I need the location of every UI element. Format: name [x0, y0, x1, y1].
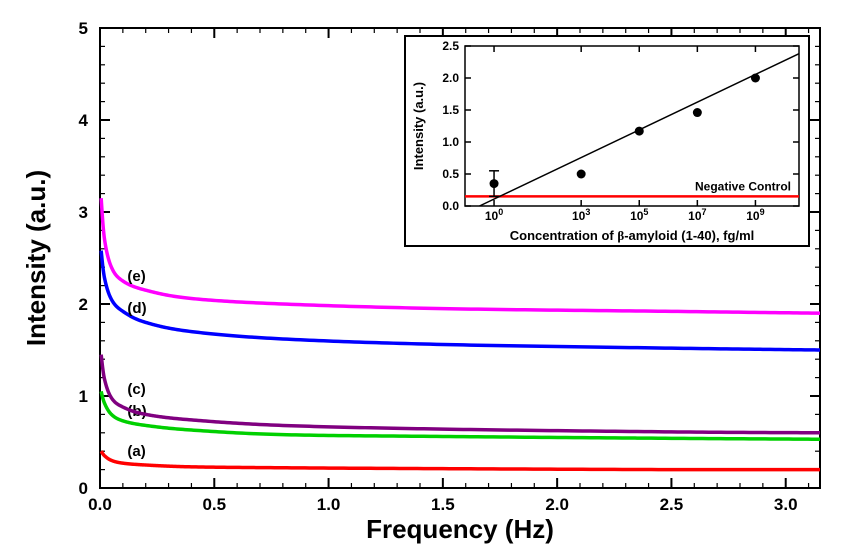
svg-text:0.0: 0.0	[442, 199, 459, 213]
inset-point	[751, 74, 760, 83]
svg-text:2.5: 2.5	[660, 495, 684, 514]
svg-text:1.0: 1.0	[442, 135, 459, 149]
inset-point	[577, 170, 586, 179]
figure-root: 0.0 0.5 1.0 1.5 2.0 2.5 3.0 0 1 2 3 4 5 Frequency (Hz…	[0, 0, 850, 546]
svg-text:1.5: 1.5	[442, 103, 459, 117]
svg-text:Frequency (Hz): Frequency (Hz)	[366, 514, 554, 544]
svg-text:2: 2	[79, 295, 88, 314]
svg-text:3: 3	[79, 203, 88, 222]
svg-text:2.5: 2.5	[442, 39, 459, 53]
svg-text:2.0: 2.0	[545, 495, 569, 514]
svg-text:0.5: 0.5	[202, 495, 226, 514]
negative-control-label: Negative Control	[695, 179, 791, 193]
svg-text:3.0: 3.0	[774, 495, 798, 514]
inset-point	[693, 108, 702, 117]
inset-point	[635, 127, 644, 136]
svg-text:1: 1	[79, 387, 88, 406]
svg-text:0: 0	[79, 479, 88, 498]
svg-text:Intensity (a.u.): Intensity (a.u.)	[21, 170, 51, 346]
svg-text:(c): (c)	[127, 381, 145, 398]
svg-text:4: 4	[79, 111, 89, 130]
svg-text:(a): (a)	[127, 443, 145, 460]
curve-a	[101, 451, 820, 469]
svg-text:0.0: 0.0	[88, 495, 112, 514]
svg-text:1.0: 1.0	[317, 495, 341, 514]
inset-x-title: Concentration of β-amyloid (1-40), fg/ml	[510, 228, 755, 243]
svg-text:5: 5	[79, 19, 88, 38]
inset-point	[490, 179, 499, 188]
svg-text:1.5: 1.5	[431, 495, 455, 514]
chart-svg: 0.0 0.5 1.0 1.5 2.0 2.5 3.0 0 1 2 3 4 5 Frequency (Hz…	[0, 0, 850, 546]
inset-y-title: Intensity (a.u.)	[411, 82, 426, 170]
svg-text:(e): (e)	[127, 268, 145, 285]
svg-text:0.5: 0.5	[442, 167, 459, 181]
svg-text:2.0: 2.0	[442, 71, 459, 85]
svg-text:(d): (d)	[127, 300, 146, 317]
curve-c	[101, 355, 820, 433]
